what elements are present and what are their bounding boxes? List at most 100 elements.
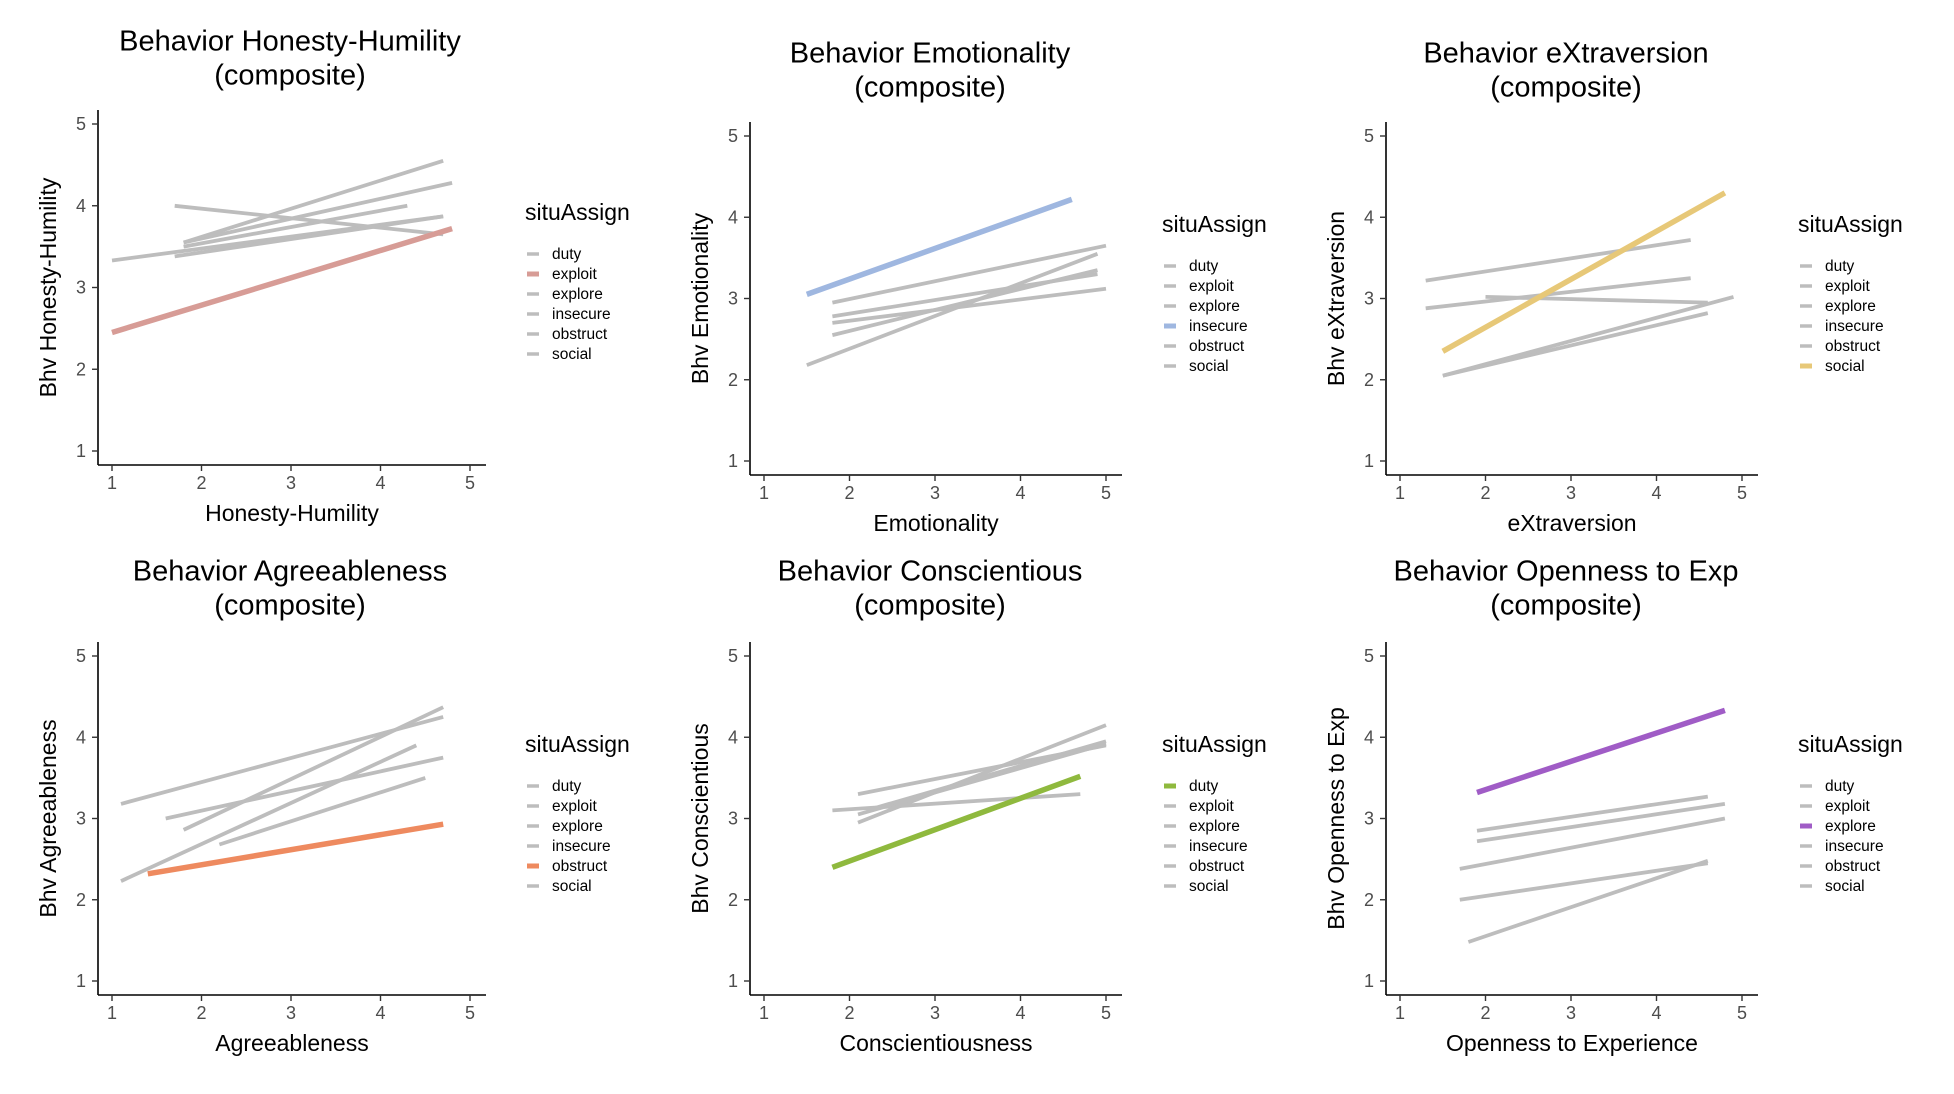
chart-title-line-2: (composite): [854, 72, 1006, 104]
y-tick-label: 2: [728, 370, 738, 390]
chart-title-line-1: Behavior eXtraversion: [1423, 38, 1708, 70]
x-tick-label: 3: [1566, 1003, 1576, 1023]
x-axis-label: Agreeableness: [215, 1030, 368, 1056]
series-line-explore: [1485, 295, 1708, 305]
legend-label-insecure: insecure: [552, 838, 611, 855]
x-axis-label: Honesty-Humility: [205, 500, 379, 526]
legend-label-obstruct: obstruct: [1189, 338, 1245, 355]
legend-label-obstruct: obstruct: [1825, 858, 1881, 875]
y-tick-label: 3: [76, 278, 86, 298]
legend: situAssign duty exploit explore insecure obst…: [525, 731, 630, 895]
panel-3: Behavior eXtraversion(composite) 1 2 3 4 5 1 2 3…: [1323, 38, 1903, 536]
series-line-insecure: [805, 196, 1073, 297]
legend-label-insecure: insecure: [1825, 838, 1884, 855]
chart-title-line-2: (composite): [1490, 72, 1642, 104]
panel-2: Behavior Emotionality(composite) 1 2 3 4 5 1 2 3…: [687, 38, 1267, 536]
x-tick-label: 5: [1737, 1003, 1747, 1023]
legend-label-social: social: [1825, 878, 1865, 895]
legend-label-explore: explore: [1189, 818, 1240, 835]
y-tick-label: 4: [1364, 207, 1374, 227]
x-tick-label: 5: [465, 473, 475, 493]
y-tick-label: 5: [1364, 126, 1374, 146]
x-tick-label: 5: [465, 1003, 475, 1023]
y-tick-label: 1: [76, 971, 86, 991]
y-tick-label: 2: [1364, 370, 1374, 390]
y-tick-label: 4: [1364, 727, 1374, 747]
series-line-obstruct: [147, 821, 444, 877]
y-tick-label: 3: [1364, 809, 1374, 829]
series-line-exploit: [111, 225, 453, 336]
series-line-explore: [120, 743, 418, 883]
chart-title-line-1: Behavior Conscientious: [778, 556, 1083, 588]
y-tick-label: 2: [76, 890, 86, 910]
y-tick-label: 5: [76, 114, 86, 134]
legend-label-insecure: insecure: [1189, 318, 1248, 335]
legend: situAssign duty exploit explore insecure obst…: [1798, 731, 1903, 895]
legend-title: situAssign: [1798, 211, 1903, 237]
legend-label-social: social: [1825, 358, 1865, 375]
series-line-obstruct: [806, 252, 1099, 367]
y-tick-label: 2: [728, 890, 738, 910]
legend-title: situAssign: [525, 731, 630, 757]
legend-label-insecure: insecure: [552, 306, 611, 323]
legend-label-exploit: exploit: [552, 798, 597, 815]
y-tick-label: 5: [728, 126, 738, 146]
legend-label-exploit: exploit: [1825, 798, 1870, 815]
legend-label-explore: explore: [1189, 298, 1240, 315]
x-axis-label: eXtraversion: [1507, 510, 1636, 536]
legend-title: situAssign: [1162, 731, 1267, 757]
y-tick-label: 1: [1364, 971, 1374, 991]
legend-label-exploit: exploit: [1189, 798, 1234, 815]
panel-1: Behavior Honesty-Humility(composite) 1 2 3 4…: [35, 26, 630, 526]
x-tick-label: 2: [844, 483, 854, 503]
legend-label-insecure: insecure: [1189, 838, 1248, 855]
series-line-explore: [183, 181, 453, 245]
y-tick-label: 5: [1364, 646, 1374, 666]
x-axis-label: Conscientiousness: [839, 1030, 1032, 1056]
x-tick-label: 3: [1566, 483, 1576, 503]
chart-title-line-2: (composite): [1490, 590, 1642, 622]
chart-title-line-1: Behavior Openness to Exp: [1394, 556, 1739, 588]
x-tick-label: 3: [930, 1003, 940, 1023]
y-axis-label: Bhv Honesty-Humility: [35, 177, 61, 397]
x-tick-label: 1: [107, 1003, 117, 1023]
series-line-insecure: [1459, 816, 1726, 871]
chart-title-line-1: Behavior Agreeableness: [133, 556, 447, 588]
legend-label-obstruct: obstruct: [1189, 858, 1245, 875]
series-line-social: [1441, 190, 1727, 354]
series-line-obstruct: [1459, 861, 1709, 902]
y-tick-label: 3: [76, 809, 86, 829]
y-axis-label: Bhv Emotionality: [687, 212, 713, 384]
series-line-insecure: [174, 214, 444, 259]
chart-title-line-2: (composite): [214, 590, 366, 622]
x-axis-label: Openness to Experience: [1446, 1030, 1698, 1056]
x-tick-label: 4: [375, 473, 385, 493]
chart-title-line-1: Behavior Honesty-Humility: [119, 26, 461, 58]
y-tick-label: 5: [76, 646, 86, 666]
series-line-obstruct: [183, 203, 408, 249]
y-tick-label: 2: [76, 359, 86, 379]
y-axis-label: Bhv Agreeableness: [35, 719, 61, 917]
legend-label-exploit: exploit: [1189, 278, 1234, 295]
legend-label-explore: explore: [552, 286, 603, 303]
x-tick-label: 5: [1737, 483, 1747, 503]
legend-label-explore: explore: [552, 818, 603, 835]
y-tick-label: 4: [76, 196, 86, 216]
legend-label-social: social: [1189, 358, 1229, 375]
x-tick-label: 2: [196, 473, 206, 493]
legend-label-duty: duty: [552, 246, 582, 263]
legend: situAssign duty exploit explore insecure obst…: [525, 199, 630, 363]
y-axis-label: Bhv Conscientious: [687, 723, 713, 914]
x-tick-label: 3: [286, 1003, 296, 1023]
legend-label-duty: duty: [1825, 258, 1855, 275]
series-line-insecure: [857, 723, 1107, 825]
x-tick-label: 1: [759, 483, 769, 503]
x-tick-label: 2: [1480, 483, 1490, 503]
x-tick-label: 4: [1015, 1003, 1025, 1023]
x-tick-label: 3: [286, 473, 296, 493]
chart-title-line-1: Behavior Emotionality: [790, 38, 1071, 70]
panel-6: Behavior Openness to Exp(composite) 1 2 3 4 5…: [1323, 556, 1903, 1056]
legend-title: situAssign: [1162, 211, 1267, 237]
x-tick-label: 1: [107, 473, 117, 493]
